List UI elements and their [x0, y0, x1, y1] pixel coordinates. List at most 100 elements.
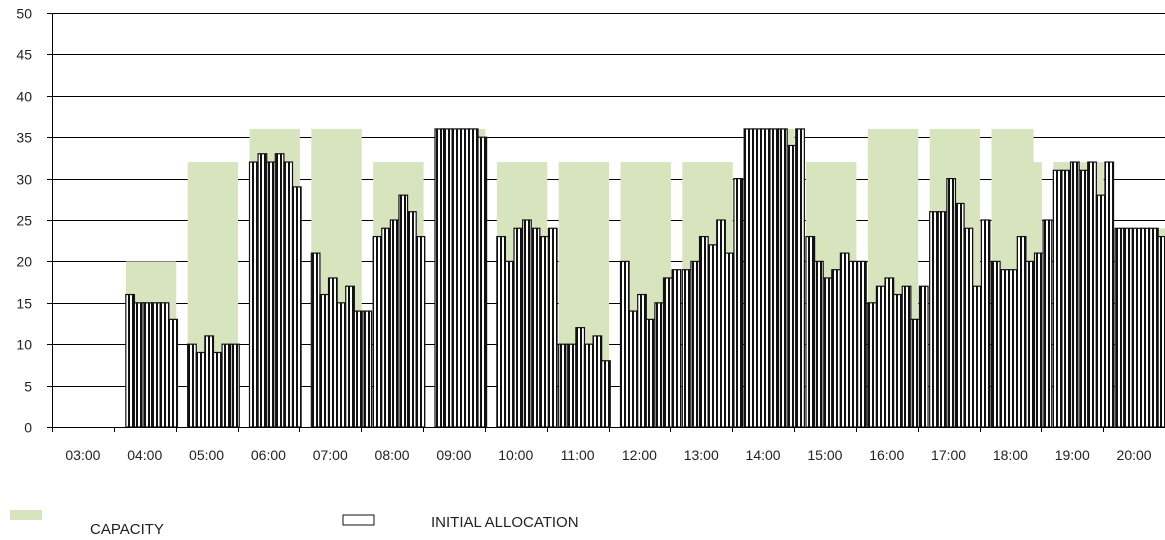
axes — [52, 13, 1165, 432]
initial-allocation-bar — [575, 327, 586, 428]
legend-swatch-initial-allocation — [342, 514, 375, 526]
legend-label-initial-allocation: INITIAL ALLOCATION — [431, 514, 579, 531]
capacity-bar — [583, 162, 593, 428]
initial-allocation-bar — [362, 310, 373, 428]
x-tick-label-1700: 17:00 — [931, 447, 966, 463]
initial-allocation-bar — [619, 260, 630, 428]
initial-allocation-bar — [389, 219, 400, 428]
capacity-bar — [575, 162, 585, 428]
initial-allocation-bar — [1104, 161, 1115, 428]
initial-allocation-bar — [662, 277, 673, 428]
x-tick-label-1800: 18:00 — [993, 447, 1028, 463]
x-tick-label-1900: 19:00 — [1055, 447, 1090, 463]
capacity-bar — [892, 128, 902, 428]
initial-allocation-bar — [496, 235, 507, 428]
initial-allocation-bar — [266, 161, 276, 428]
initial-allocation-bar — [1052, 169, 1063, 428]
initial-allocation-bar — [805, 235, 816, 428]
x-tick-label-1600: 16:00 — [869, 447, 904, 463]
initial-allocation-bar — [195, 351, 206, 428]
x-tick-label-0400: 04:00 — [127, 447, 162, 463]
initial-allocation-bar — [1016, 235, 1027, 428]
initial-allocation-bar — [752, 128, 762, 428]
capacity-bar — [600, 162, 610, 428]
initial-allocation-bar — [345, 285, 355, 428]
initial-allocation-bar — [654, 302, 665, 428]
capacity-bar — [645, 162, 655, 428]
x-tick-label-1400: 14:00 — [746, 447, 781, 463]
x-tick-label-1000: 10:00 — [498, 447, 533, 463]
initial-allocation-bar — [1025, 260, 1036, 428]
capacity-bar — [567, 162, 576, 428]
initial-allocation-bar — [142, 302, 153, 428]
initial-allocation-bar — [743, 128, 754, 428]
initial-allocation-bar — [381, 227, 391, 428]
initial-allocation-bar — [1008, 269, 1018, 428]
initial-allocation-bars — [125, 128, 1165, 428]
initial-allocation-bar — [1061, 169, 1072, 428]
capacity-bar — [971, 128, 981, 428]
initial-allocation-bar — [583, 343, 594, 428]
initial-allocation-bar — [918, 285, 929, 428]
initial-allocation-bar — [539, 235, 550, 428]
initial-allocation-bar — [592, 335, 603, 428]
x-tick-label-0700: 07:00 — [313, 447, 348, 463]
initial-allocation-bar — [884, 277, 895, 428]
initial-allocation-bar — [230, 343, 240, 428]
y-tick-label-50: 50 — [16, 6, 32, 22]
initial-allocation-bar — [310, 252, 321, 428]
initial-allocation-bar — [159, 302, 170, 428]
initial-allocation-bar — [839, 252, 850, 428]
initial-allocation-bar — [1157, 235, 1165, 428]
initial-allocation-bar — [504, 260, 515, 428]
initial-allocation-bar — [937, 211, 948, 428]
initial-allocation-bar — [777, 128, 788, 428]
initial-allocation-bar — [601, 360, 611, 428]
x-tick-label-2000: 20:00 — [1117, 447, 1152, 463]
x-tick-label-0800: 08:00 — [375, 447, 410, 463]
y-tick-labels: 0 5 10 15 20 25 30 35 40 45 50 — [16, 6, 32, 436]
legend-swatch-capacity — [10, 510, 42, 520]
initial-allocation-bar — [1087, 161, 1097, 428]
initial-allocation-bar — [707, 244, 718, 428]
initial-allocation-bar — [724, 252, 735, 428]
y-tick-label-30: 30 — [16, 172, 32, 188]
initial-allocation-bar — [204, 335, 215, 428]
initial-allocation-bar — [257, 153, 268, 428]
y-tick-label-35: 35 — [16, 130, 32, 146]
x-tick-labels: 03:00 04:00 05:00 06:00 07:00 08:00 09:00 10:00… — [65, 447, 1151, 463]
capacity-bar — [876, 128, 885, 428]
initial-allocation-bar — [716, 219, 726, 428]
initial-allocation-bar — [291, 186, 302, 428]
initial-allocation-bar — [645, 318, 656, 428]
initial-allocation-bar — [963, 227, 974, 428]
capacity-bar — [558, 162, 568, 428]
capacity-bar — [319, 128, 329, 428]
initial-allocation-bar — [972, 285, 982, 428]
initial-allocation-bar — [637, 293, 647, 428]
initial-allocation-bar — [733, 178, 744, 428]
initial-allocation-bar — [848, 260, 859, 428]
initial-allocation-bar — [451, 128, 462, 428]
initial-allocation-bar — [910, 318, 921, 428]
initial-allocation-bar — [822, 277, 833, 428]
initial-allocation-bar — [901, 285, 912, 428]
initial-allocation-bar — [513, 227, 524, 428]
x-tick-label-1100: 11:00 — [561, 447, 595, 463]
initial-allocation-bar — [248, 161, 259, 428]
initial-allocation-bar — [893, 293, 903, 428]
initial-allocation-bar — [1033, 252, 1044, 428]
capacity-bar — [628, 162, 638, 428]
y-tick-label-0: 0 — [24, 420, 32, 436]
capacity-bar — [187, 162, 197, 428]
capacity-bar — [901, 128, 910, 428]
capacity-bar — [229, 162, 239, 428]
initial-allocation-bar — [946, 178, 957, 428]
initial-allocation-bar — [813, 260, 824, 428]
initial-allocation-bar — [760, 128, 771, 428]
capacity-bar — [221, 162, 230, 428]
x-tick-label-0300: 03:00 — [65, 447, 100, 463]
initial-allocation-bar — [1069, 161, 1080, 428]
capacity-bar — [909, 128, 919, 428]
x-tick-label-0600: 06:00 — [251, 447, 286, 463]
